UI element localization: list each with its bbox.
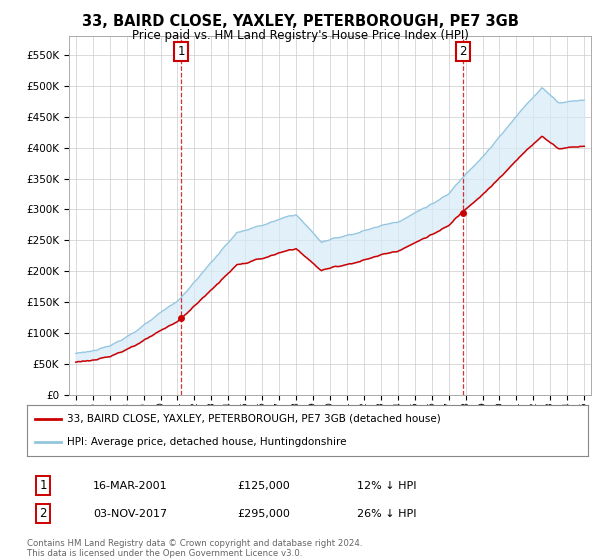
Text: 1: 1 xyxy=(177,45,185,58)
Text: 2: 2 xyxy=(459,45,467,58)
Text: £125,000: £125,000 xyxy=(237,480,290,491)
Text: Price paid vs. HM Land Registry's House Price Index (HPI): Price paid vs. HM Land Registry's House … xyxy=(131,29,469,42)
Text: 03-NOV-2017: 03-NOV-2017 xyxy=(93,508,167,519)
Text: 33, BAIRD CLOSE, YAXLEY, PETERBOROUGH, PE7 3GB (detached house): 33, BAIRD CLOSE, YAXLEY, PETERBOROUGH, P… xyxy=(67,414,441,424)
Text: HPI: Average price, detached house, Huntingdonshire: HPI: Average price, detached house, Hunt… xyxy=(67,437,347,447)
Text: 2: 2 xyxy=(40,507,47,520)
Text: 16-MAR-2001: 16-MAR-2001 xyxy=(93,480,167,491)
Text: 1: 1 xyxy=(40,479,47,492)
Text: £295,000: £295,000 xyxy=(237,508,290,519)
Text: 26% ↓ HPI: 26% ↓ HPI xyxy=(357,508,416,519)
Text: 12% ↓ HPI: 12% ↓ HPI xyxy=(357,480,416,491)
Text: Contains HM Land Registry data © Crown copyright and database right 2024.
This d: Contains HM Land Registry data © Crown c… xyxy=(27,539,362,558)
Text: 33, BAIRD CLOSE, YAXLEY, PETERBOROUGH, PE7 3GB: 33, BAIRD CLOSE, YAXLEY, PETERBOROUGH, P… xyxy=(82,14,518,29)
